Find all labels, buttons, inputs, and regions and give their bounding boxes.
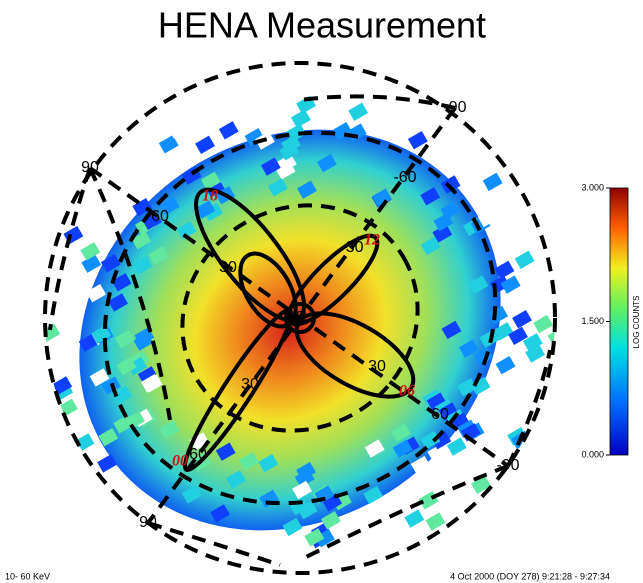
pixel [159,135,179,153]
pixel [195,136,215,154]
grid-label: 30 [368,358,386,375]
local-time-label: 18 [202,188,218,205]
grid-label: -90 [443,99,466,116]
energy-label: 10- 60 KeV [5,571,50,581]
pixel [219,121,239,139]
colorbar-tick-label: 3.000 [581,182,604,192]
chart-title: HENA Measurement [158,5,486,46]
pixel [291,110,311,128]
pixel [260,531,280,549]
grid-label: 90 [139,514,157,531]
local-time-label: 06 [399,383,415,400]
grid-label: 60 [151,208,169,225]
pixel [426,512,446,530]
grid-label: 0 [296,309,305,326]
colorbar-tick-label: 1.500 [581,316,604,326]
colorbar-tick-label: 0.000 [581,449,604,459]
grid-line [508,350,550,466]
pixel [404,509,424,527]
grid-label: -30 [340,239,363,256]
pixel [168,120,188,138]
grid-label: -90 [496,457,519,474]
time-label: 4 Oct 2000 (DOY 278) 9:21:28 - 9:27:34 [450,571,610,581]
pixel [548,327,568,345]
local-time-label: 00 [172,453,188,470]
grid-label: -60 [393,169,416,186]
grid-label: 60 [189,446,207,463]
pixel [483,173,503,191]
local-time-label: 12 [364,232,380,249]
pixel [515,251,535,269]
pixel [522,277,542,295]
grid-label: 60 [431,406,449,423]
chart: HENA Measurement LOG COUNTS 10- 60 KeV 4… [0,0,643,583]
pixel [496,356,516,374]
colorbar [610,188,628,455]
colorbar-label: LOG COUNTS [632,296,641,349]
pixel [348,103,368,121]
pixel [80,242,100,260]
grid-label: 30 [219,259,237,276]
grid-label: 90 [81,159,99,176]
grid-label: 30 [241,376,259,393]
pixel [533,315,553,333]
